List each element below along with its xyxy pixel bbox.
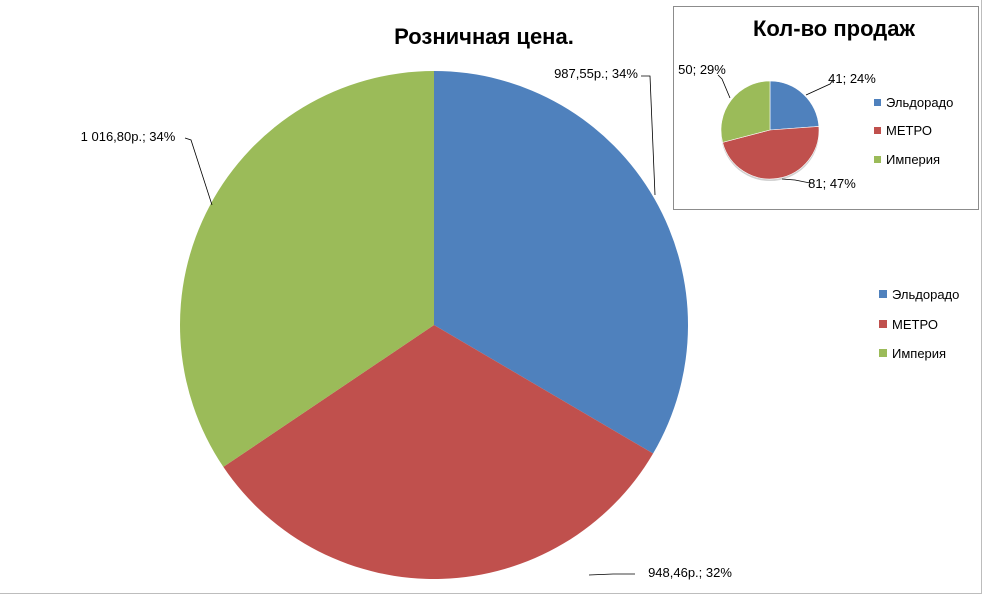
- main-leader-metro: [588, 573, 635, 576]
- inset-leader-lines: [717, 74, 834, 184]
- legend-swatch-eldorado: [879, 290, 887, 298]
- inset-data-labels: 41; 24% 81; 47% 50; 29%: [678, 62, 876, 191]
- main-chart-frame: [0, 0, 982, 594]
- inset-slice-imperia: [720, 80, 771, 143]
- inset-chart-title: Кол-во продаж: [753, 16, 915, 41]
- main-legend: Эльдорадо МЕТРО Империя: [879, 287, 959, 361]
- main-chart-title: Розничная цена.: [394, 24, 574, 49]
- main-label-metro: 948,46р.; 32%: [648, 565, 732, 580]
- main-slice-imperia: [179, 71, 434, 467]
- inset-slice-metro: [722, 126, 820, 180]
- inset-legend-swatch-imperia: [874, 156, 881, 163]
- main-leader-eldorado: [641, 75, 656, 196]
- legend-text-metro: МЕТРО: [892, 317, 938, 332]
- inset-slice-eldorado: [769, 80, 820, 131]
- inset-leader-imperia: [717, 74, 731, 99]
- main-label-eldorado: 987,55р.; 34%: [554, 66, 638, 81]
- inset-chart-frame: [673, 6, 979, 210]
- inset-label-eldorado: 41; 24%: [828, 71, 876, 86]
- main-leader-imperia: [184, 137, 213, 206]
- main-leader-lines: [184, 75, 656, 576]
- legend-swatch-metro: [879, 320, 887, 328]
- inset-label-metro: 81; 47%: [808, 176, 856, 191]
- main-data-labels: 987,55р.; 34% 948,46р.; 32% 1 016,80р.; …: [81, 66, 733, 580]
- legend-text-eldorado: Эльдорадо: [892, 287, 959, 302]
- main-slice-metro: [223, 325, 654, 580]
- inset-label-imperia: 50; 29%: [678, 62, 726, 77]
- inset-legend-text-imperia: Империя: [886, 152, 940, 167]
- legend-swatch-imperia: [879, 349, 887, 357]
- inset-legend: Эльдорадо МЕТРО Империя: [874, 95, 953, 167]
- legend-text-imperia: Империя: [892, 346, 946, 361]
- inset-legend-text-metro: МЕТРО: [886, 123, 932, 138]
- inset-leader-metro: [781, 178, 811, 184]
- inset-pie-slices: [720, 80, 820, 181]
- main-pie-slices: [179, 71, 688, 580]
- main-label-imperia: 1 016,80р.; 34%: [81, 129, 176, 144]
- inset-legend-swatch-metro: [874, 127, 881, 134]
- inset-legend-swatch-eldorado: [874, 99, 881, 106]
- main-slice-eldorado: [434, 71, 688, 454]
- inset-leader-eldorado: [805, 79, 834, 96]
- inset-legend-text-eldorado: Эльдорадо: [886, 95, 953, 110]
